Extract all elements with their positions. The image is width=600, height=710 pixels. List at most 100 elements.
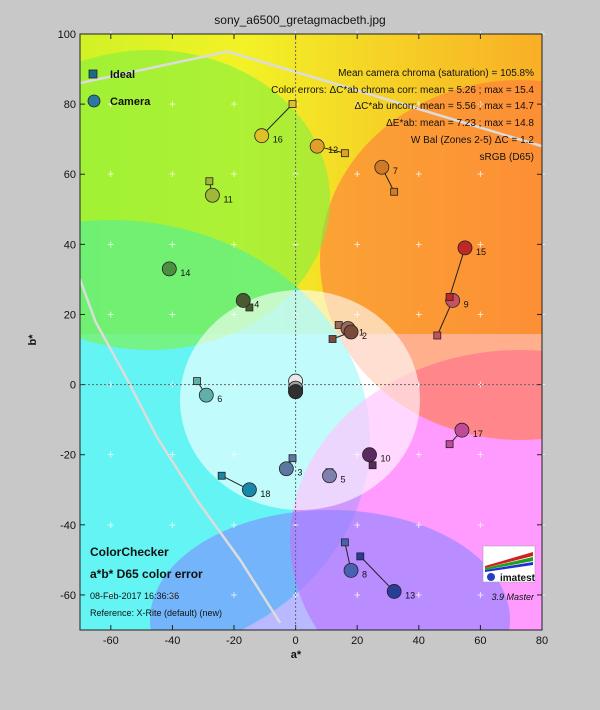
grid-mark: +: [230, 448, 237, 462]
point-label: 18: [260, 489, 270, 499]
x-tick-label: -60: [103, 635, 119, 647]
ideal-marker: [288, 100, 297, 109]
grid-mark: +: [415, 588, 422, 602]
grid-mark: +: [169, 588, 176, 602]
stat-mean-chroma: Mean camera chroma (saturation) = 105.8%: [338, 68, 534, 79]
camera-marker: [254, 128, 270, 144]
grid-mark: +: [415, 97, 422, 111]
camera-marker: [386, 584, 402, 599]
grid-mark: +: [230, 167, 237, 181]
grid-mark: +: [477, 448, 484, 462]
y-tick-label: -60: [60, 590, 76, 602]
point-label: 9: [464, 299, 469, 309]
point-label: 8: [362, 569, 367, 579]
y-tick-label: 100: [58, 29, 76, 41]
ideal-marker: [340, 538, 349, 547]
camera-marker: [309, 138, 325, 154]
grid-mark: +: [107, 518, 114, 532]
camera-marker: [241, 482, 257, 498]
grid-mark: +: [415, 237, 422, 251]
legend-ideal-label: Ideal: [110, 69, 135, 81]
ideal-marker: [445, 440, 454, 449]
grid-mark: +: [230, 307, 237, 321]
grid-mark: +: [477, 588, 484, 602]
grid-mark: +: [107, 378, 114, 392]
grid-mark: +: [415, 448, 422, 462]
grid-mark: +: [477, 97, 484, 111]
y-tick-label: 80: [64, 99, 76, 111]
grid-mark: +: [107, 588, 114, 602]
gamut-boundary: [80, 50, 542, 624]
grid-mark: +: [477, 237, 484, 251]
camera-marker: [235, 293, 251, 308]
ideal-marker: [288, 454, 297, 463]
imatest-logo: imatest 3.9 Master: [482, 545, 536, 602]
legend: Ideal Camera: [87, 69, 151, 108]
grid-mark: +: [169, 237, 176, 251]
y-tick-label: -20: [60, 450, 76, 462]
ideal-marker: [328, 335, 337, 343]
camera-marker: [362, 447, 377, 463]
camera-marker: [374, 159, 390, 175]
point-label: 7: [393, 166, 398, 176]
y-tick-label: 20: [64, 309, 76, 321]
point-label: 11: [223, 194, 232, 204]
legend-ideal-swatch: [88, 69, 98, 79]
grid-mark: +: [477, 167, 484, 181]
plot-frame: [79, 33, 543, 631]
ideal-marker: [356, 552, 365, 561]
x-tick-label: 80: [536, 635, 548, 647]
y-tick-label: 0: [70, 380, 76, 392]
stat-chroma-uncorr: ΔC*ab uncorr: mean = 5.56 ; max = 14.7: [354, 101, 534, 112]
point-label: 16: [273, 135, 283, 145]
point-label: 13: [405, 590, 415, 600]
x-tick-label: 20: [351, 635, 363, 647]
grid-mark: +: [477, 518, 484, 532]
point-label: 14: [180, 268, 190, 278]
gamut-boundary-left: [80, 278, 282, 624]
x-axis-label: a*: [291, 649, 302, 661]
ideal-marker: [390, 187, 399, 196]
ideal-marker: [205, 177, 214, 186]
grid-mark: +: [230, 518, 237, 532]
y-tick-label: 60: [64, 169, 76, 181]
camera-marker: [198, 387, 214, 403]
grid-mark: +: [477, 307, 484, 321]
ideal-marker: [193, 377, 201, 385]
gamut-boundary-top: [80, 50, 542, 148]
x-tick-label: -40: [164, 635, 180, 647]
point-label: 17: [473, 429, 483, 439]
ideal-marker: [340, 149, 349, 158]
grid-mark: +: [415, 307, 422, 321]
grid-mark: +: [415, 518, 422, 532]
axes-layer: -60 -40 -20 0 20 40 60 80 -60 -40 -20 0 20 40 60 80 100: [58, 29, 548, 647]
point-label: 1: [359, 327, 364, 337]
grid-mark: +: [354, 448, 361, 462]
x-tick-label: -20: [226, 635, 242, 647]
stats-block: Mean camera chroma (saturation) = 105.8%…: [271, 68, 534, 163]
logo-text: imatest: [500, 573, 536, 584]
point-label: 12: [328, 145, 338, 155]
x-tick-label: 0: [293, 635, 299, 647]
point-label: 6: [217, 394, 222, 404]
point-label: 15: [476, 247, 486, 257]
version-label: 3.9 Master: [491, 592, 535, 602]
grid-mark: +: [292, 237, 299, 251]
camera-marker: [288, 384, 304, 400]
x-tick-label: 40: [413, 635, 425, 647]
point-label: 10: [381, 454, 391, 464]
ideal-marker: [217, 471, 226, 480]
y-tick-label: 40: [64, 239, 76, 251]
chart-reference: Reference: X-Rite (default) (new): [90, 608, 222, 618]
grid-mark: +: [169, 167, 176, 181]
ideal-marker: [445, 293, 454, 301]
y-axis-label: b*: [27, 334, 39, 346]
grid-mark: +: [354, 518, 361, 532]
grid-mark: +: [107, 307, 114, 321]
point-label: 4: [254, 299, 259, 309]
grid-mark: +: [169, 97, 176, 111]
grid-mark: +: [230, 97, 237, 111]
grid-mark: +: [230, 588, 237, 602]
stat-white-balance: W Bal (Zones 2-5) ΔC = 1.2: [411, 135, 535, 146]
